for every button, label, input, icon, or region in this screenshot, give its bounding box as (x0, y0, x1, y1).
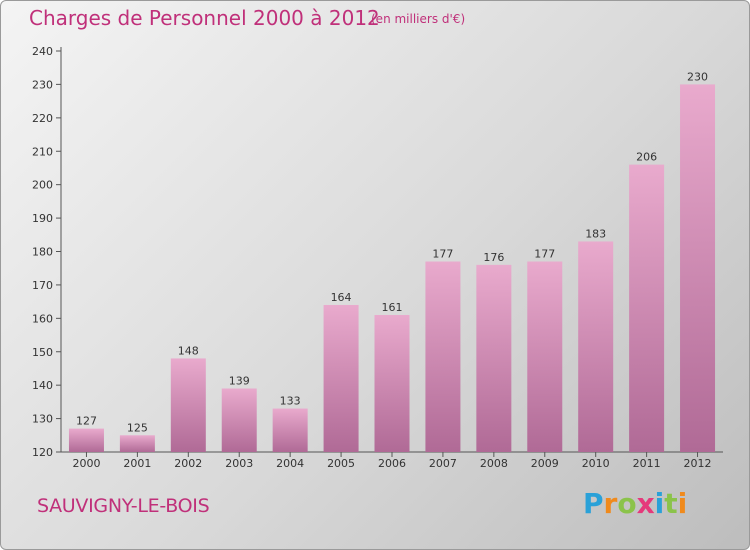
y-tick-label: 170 (32, 279, 53, 292)
city-name: SAUVIGNY-LE-BOIS (37, 495, 210, 517)
bar (629, 164, 665, 452)
bar-value-label: 148 (178, 344, 199, 357)
bar-value-label: 230 (687, 70, 708, 83)
x-tick-label: 2011 (633, 457, 661, 470)
y-tick-label: 220 (32, 112, 53, 125)
y-tick-label: 120 (32, 446, 53, 459)
y-tick-label: 190 (32, 212, 53, 225)
bar-value-label: 139 (229, 375, 250, 388)
chart-title: Charges de Personnel 2000 à 2012 (29, 6, 380, 30)
bar (425, 261, 461, 452)
bar-value-label: 161 (382, 301, 403, 314)
bar-value-label: 177 (534, 248, 555, 261)
x-tick-label: 2000 (72, 457, 100, 470)
logo-letter: P (583, 487, 604, 520)
x-tick-label: 2008 (480, 457, 508, 470)
y-tick-label: 150 (32, 346, 53, 359)
bar-value-label: 125 (127, 421, 148, 434)
x-tick-label: 2005 (327, 457, 355, 470)
bar-value-label: 206 (636, 151, 657, 164)
bar (272, 408, 308, 452)
bar (578, 241, 614, 452)
bar-value-label: 127 (76, 415, 97, 428)
x-tick-label: 2003 (225, 457, 253, 470)
bar-value-label: 183 (585, 227, 606, 240)
x-tick-label: 2002 (174, 457, 202, 470)
bar-value-label: 177 (432, 248, 453, 261)
bar (170, 358, 206, 452)
bar-value-label: 164 (331, 291, 352, 304)
y-tick-label: 160 (32, 312, 53, 325)
bar-value-label: 176 (483, 251, 504, 264)
chart-subtitle: (en milliers d'€) (371, 12, 466, 26)
x-tick-label: 2006 (378, 457, 406, 470)
y-tick-label: 140 (32, 379, 53, 392)
x-tick-label: 2010 (582, 457, 610, 470)
bar (221, 388, 257, 452)
x-tick-label: 2009 (531, 457, 559, 470)
logo-letter: r (603, 487, 618, 520)
y-tick-label: 240 (32, 45, 53, 58)
bar (323, 304, 359, 452)
logo-letter: x (636, 487, 655, 520)
bar (527, 261, 563, 452)
x-tick-label: 2007 (429, 457, 457, 470)
bar (476, 264, 512, 452)
x-tick-label: 2012 (684, 457, 712, 470)
y-tick-label: 180 (32, 246, 53, 259)
bar (680, 84, 716, 453)
bar (68, 428, 104, 452)
logo-letter: t (664, 487, 678, 520)
y-tick-label: 200 (32, 179, 53, 192)
y-tick-label: 210 (32, 145, 53, 158)
bar (119, 435, 155, 452)
bar-value-label: 133 (280, 395, 301, 408)
logo-letter: i (677, 487, 688, 520)
x-tick-label: 2001 (123, 457, 151, 470)
proxiti-logo: Proxiti (583, 487, 687, 520)
logo-letter: i (654, 487, 665, 520)
x-tick-label: 2004 (276, 457, 304, 470)
bar (374, 314, 410, 452)
logo-letter: o (617, 487, 637, 520)
y-tick-label: 130 (32, 413, 53, 426)
y-tick-label: 230 (32, 78, 53, 91)
